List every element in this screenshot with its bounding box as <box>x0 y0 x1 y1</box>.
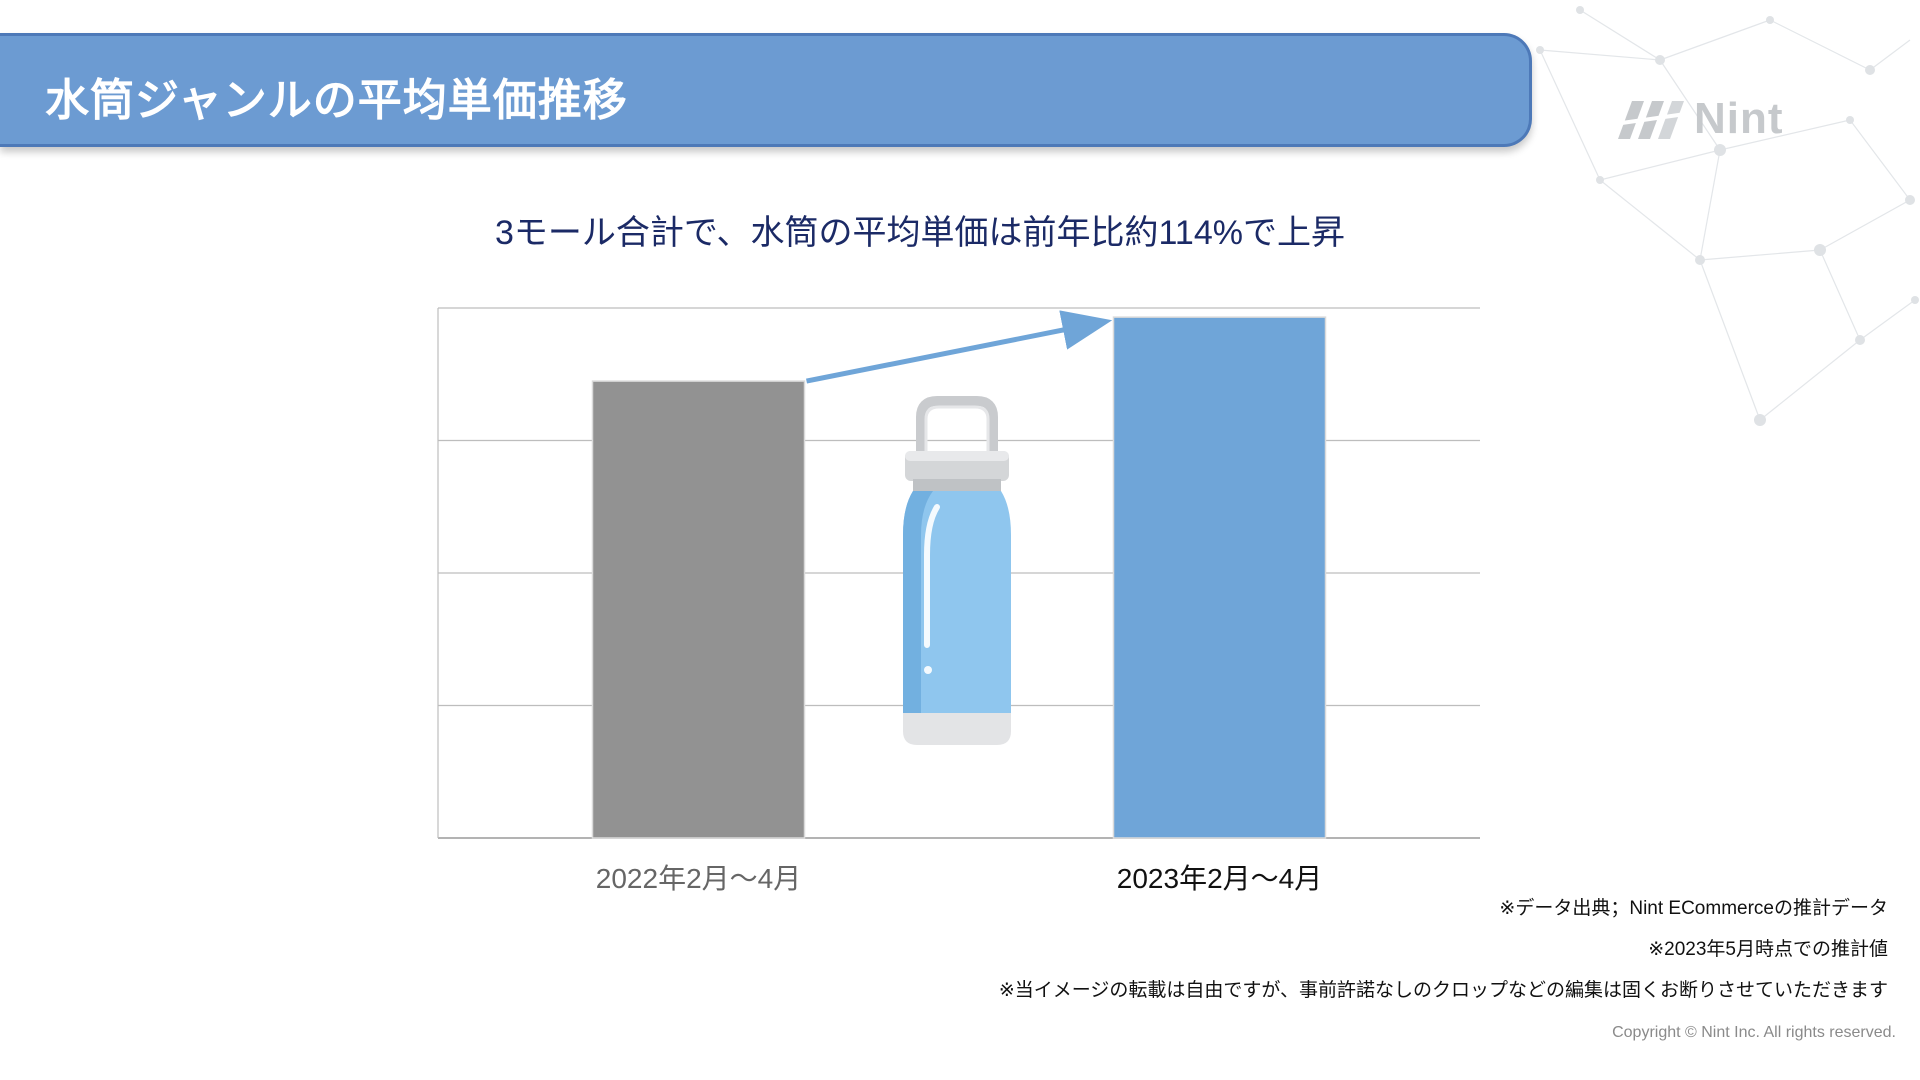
bar-chart: 2022年2月〜4月 2023年2月〜4月 <box>437 307 1480 894</box>
nint-logo-mark-icon <box>1616 101 1684 139</box>
chart-subtitle: 3モール合計で、水筒の平均単価は前年比約114%で上昇 <box>495 214 1345 252</box>
footnote-source: ※データ出典；Nint ECommerceの推計データ <box>1499 898 1888 919</box>
x-tick-label-2: 2023年2月〜4月 <box>1117 863 1322 894</box>
footnote-date: ※2023年5月時点での推計値 <box>1648 939 1888 960</box>
footnote-usage: ※当イメージの転載は自由ですが、事前許諾なしのクロップなどの編集は固くお断りさせ… <box>998 980 1888 1001</box>
logo-text: Nint <box>1694 94 1784 143</box>
x-tick-label-1: 2022年2月〜4月 <box>596 863 801 894</box>
footnotes: ※データ出典；Nint ECommerceの推計データ ※2023年5月時点での… <box>999 888 1888 1011</box>
title-banner: 水筒ジャンルの平均単価推移 <box>0 33 1532 147</box>
water-bottle-icon <box>903 396 1011 745</box>
copyright-text: Copyright © Nint Inc. All rights reserve… <box>1612 1024 1896 1041</box>
page-title: 水筒ジャンルの平均単価推移 <box>45 76 628 125</box>
chart-bar-1 <box>591 380 806 839</box>
chart-bar-2 <box>1112 316 1327 839</box>
increase-arrow <box>806 310 1113 384</box>
nint-logo: Nint <box>1614 94 1794 144</box>
